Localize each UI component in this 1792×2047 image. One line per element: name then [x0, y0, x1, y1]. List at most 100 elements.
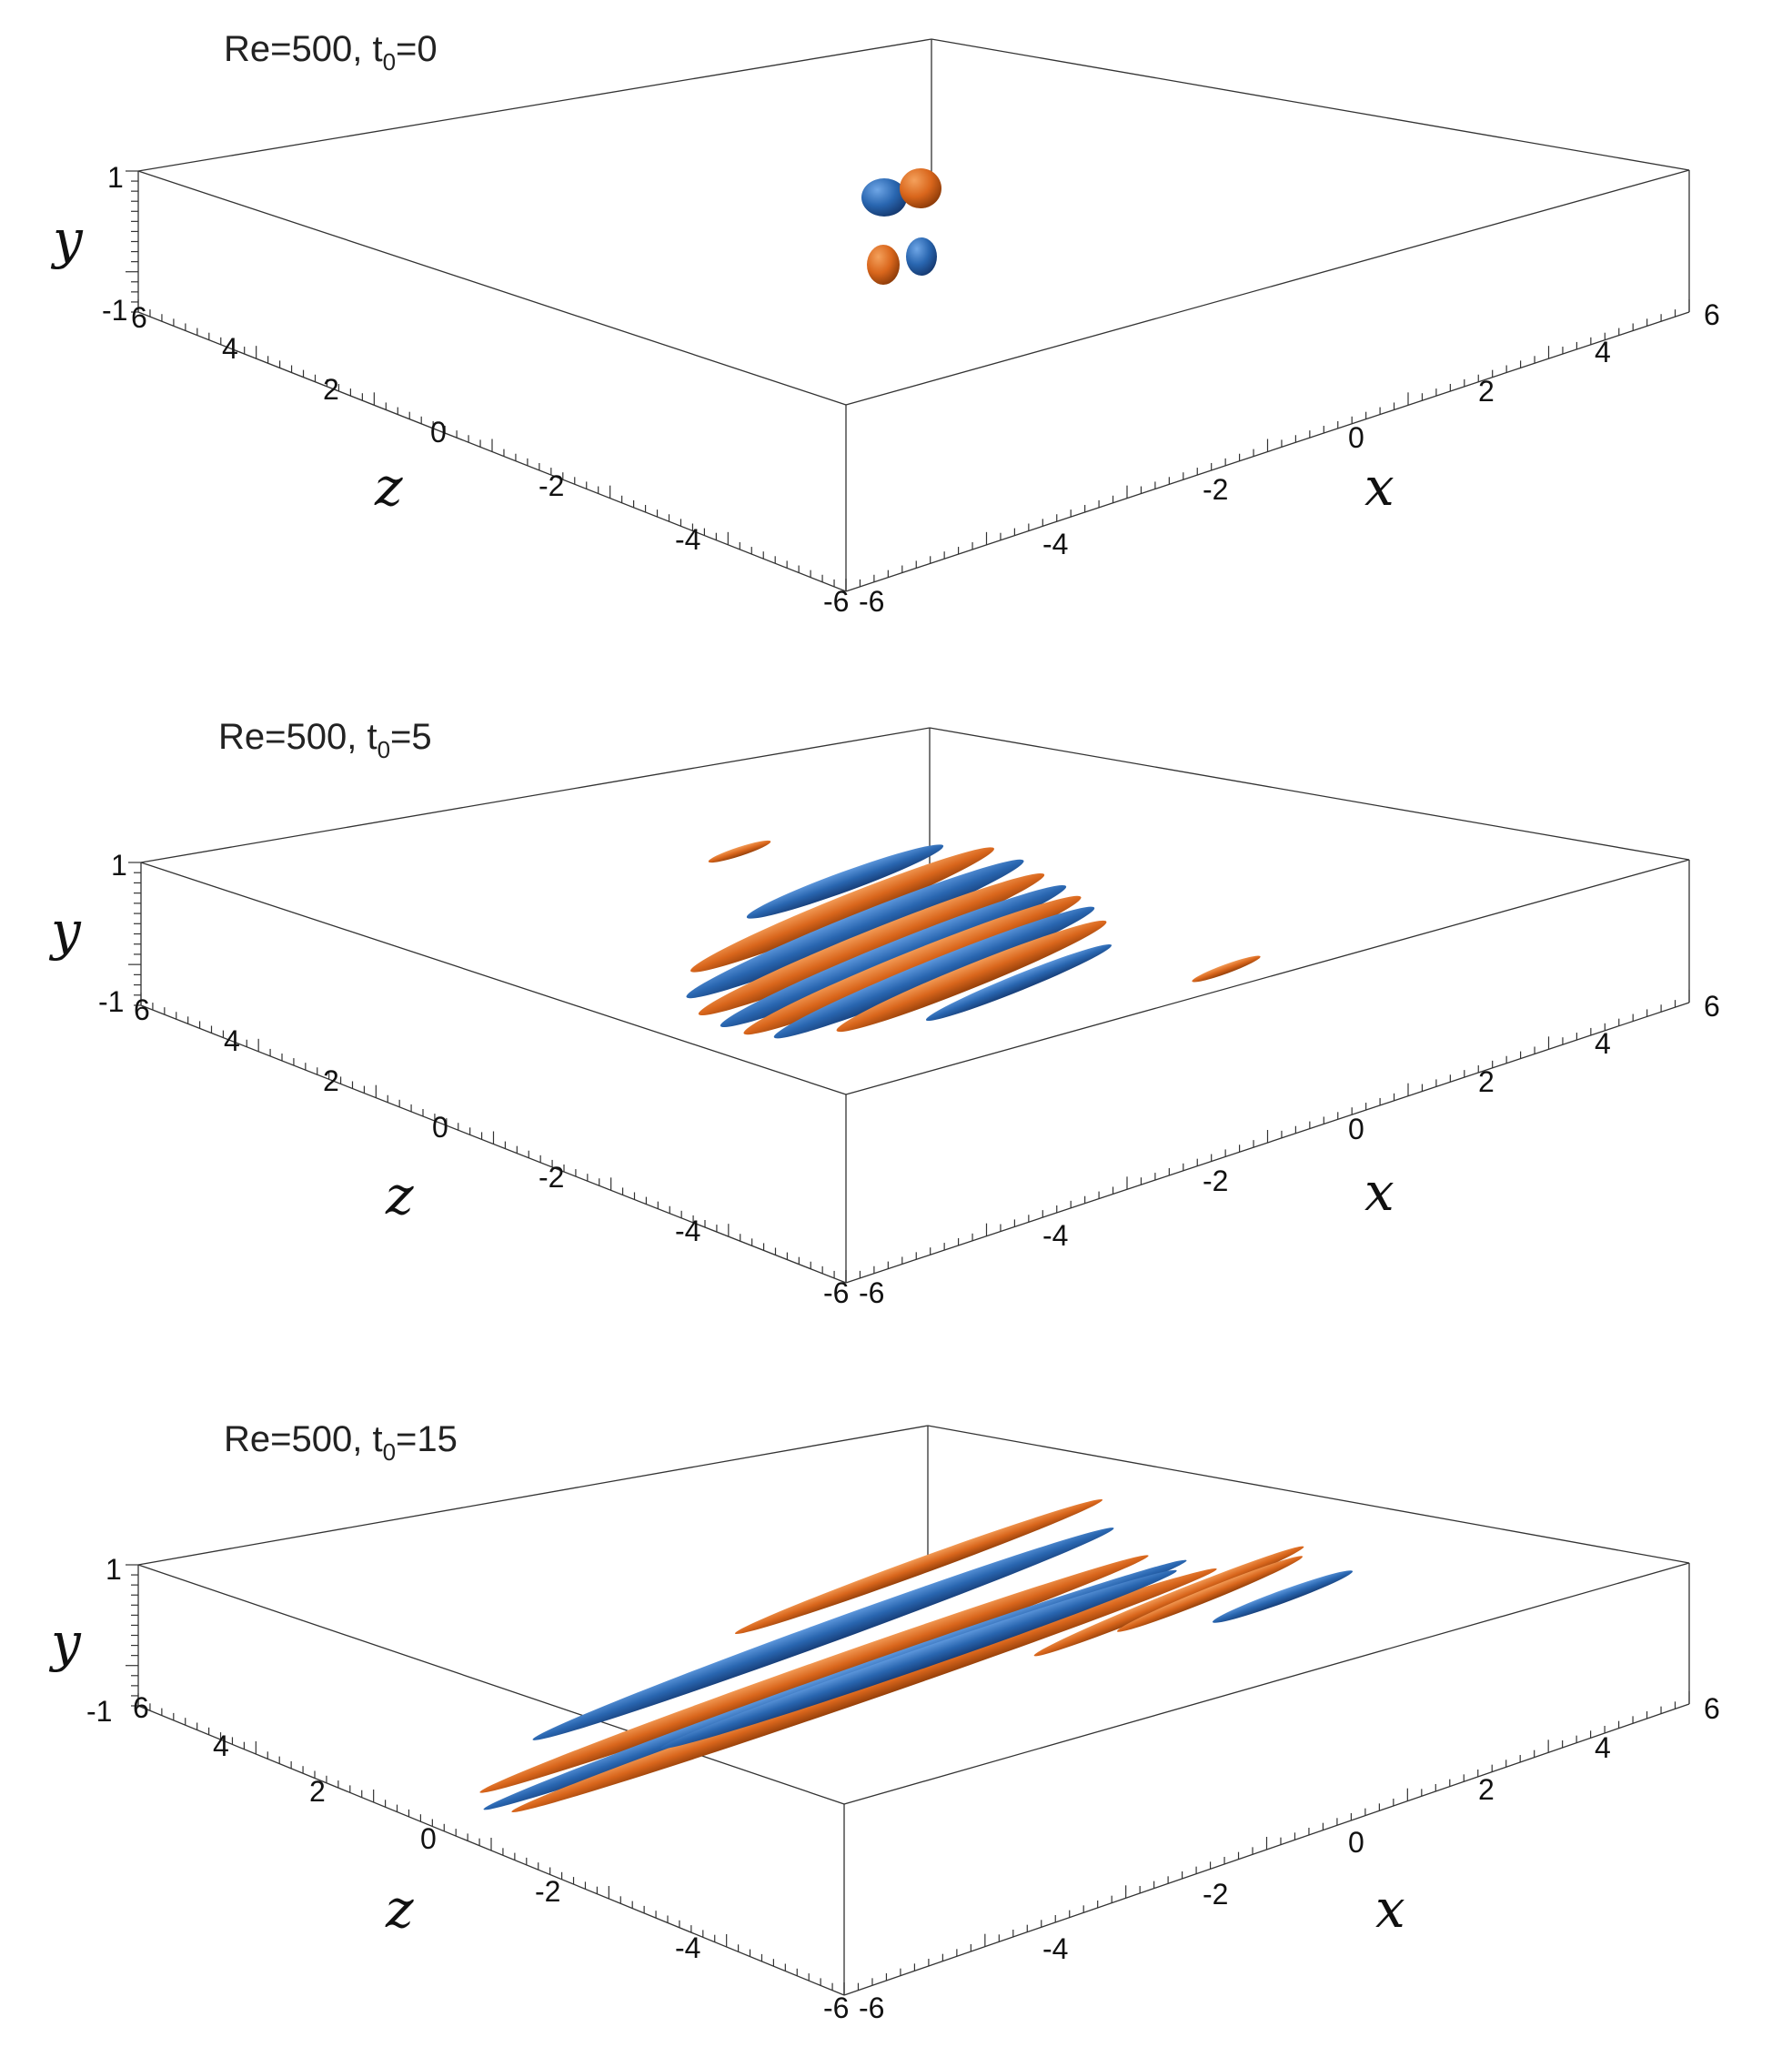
y-axis-label: y	[48, 900, 82, 962]
z-tick-label: 4	[222, 332, 238, 365]
z-tick-label: -4	[675, 1215, 700, 1247]
z-tick-label: 6	[131, 301, 147, 334]
isosurfaces	[686, 840, 1261, 1039]
bounding-box	[137, 38, 1690, 592]
isosurface-negative	[773, 906, 1095, 1039]
isosurface-positive	[479, 1555, 1149, 1793]
isosurfaces	[861, 168, 941, 285]
z-tick-label: 2	[323, 373, 339, 406]
x-tick-label: 6	[1704, 1692, 1720, 1725]
isosurface-negative	[746, 844, 944, 919]
z-tick-label: 2	[309, 1775, 326, 1808]
y-axis-ticks	[126, 1564, 138, 1707]
x-tick-label: 6	[1704, 298, 1720, 331]
y-tick-label: 1	[106, 1553, 122, 1586]
z-axis-label: z	[385, 1165, 414, 1226]
x-axis-label: x	[1375, 1878, 1405, 1940]
z-tick-label: -6	[823, 585, 849, 618]
x-tick-label: 0	[1348, 1113, 1364, 1145]
x-tick-label: -2	[1203, 1165, 1228, 1197]
x-tick-label: 4	[1595, 1027, 1611, 1060]
z-tick-label: 4	[224, 1024, 240, 1057]
y-tick-label: 1	[111, 849, 127, 882]
isosurface-positive	[900, 168, 941, 208]
isosurface-negative	[861, 178, 907, 217]
z-tick-label: 0	[432, 1111, 448, 1144]
z-axis-ticks	[137, 299, 847, 591]
bounding-box	[137, 1425, 1690, 1996]
isosurface-negative	[660, 1569, 1177, 1750]
z-tick-label: -6	[823, 1276, 849, 1309]
isosurface-positive	[698, 872, 1045, 1016]
x-tick-label: -6	[859, 1992, 884, 2024]
z-tick-label: -2	[539, 1161, 564, 1194]
z-tick-label: 6	[133, 1691, 149, 1724]
isosurface-positive	[1033, 1546, 1304, 1657]
z-tick-label: 6	[134, 993, 150, 1026]
x-tick-label: 4	[1595, 1731, 1611, 1764]
x-tick-label: -2	[1203, 1878, 1228, 1911]
z-tick-label: 0	[420, 1822, 437, 1855]
panel-title: Re=500, t0=0	[224, 29, 438, 76]
x-axis-ticks	[845, 990, 1690, 1283]
z-axis-label: z	[385, 1878, 414, 1940]
isosurface-positive	[708, 840, 771, 863]
z-tick-label: -2	[535, 1875, 560, 1908]
y-axis-ticks	[126, 170, 138, 313]
z-tick-label: 2	[323, 1064, 339, 1097]
isosurface-negative	[925, 943, 1112, 1022]
z-axis-label: z	[374, 456, 403, 518]
x-tick-label: 0	[1348, 421, 1364, 454]
isosurface-negative	[720, 884, 1067, 1028]
isosurfaces	[479, 1498, 1354, 1812]
isosurface-positive	[743, 895, 1082, 1035]
z-tick-label: -2	[539, 469, 564, 502]
isosurface-positive	[690, 847, 994, 973]
z-axis-ticks	[137, 1693, 845, 1995]
x-tick-label: -6	[859, 1276, 884, 1309]
y-tick-label: -1	[98, 985, 124, 1018]
x-tick-label: 6	[1704, 990, 1720, 1023]
isosurface-negative	[532, 1528, 1114, 1740]
x-tick-label: 0	[1348, 1826, 1364, 1859]
y-tick-label: -1	[86, 1695, 112, 1728]
x-tick-label: 2	[1478, 1773, 1495, 1806]
x-tick-label: -4	[1042, 528, 1068, 560]
x-tick-label: 2	[1478, 375, 1495, 408]
x-tick-label: -4	[1042, 1932, 1068, 1965]
z-tick-label: -4	[675, 523, 700, 556]
y-axis-label: y	[48, 1611, 82, 1673]
x-axis-label: x	[1364, 456, 1394, 518]
panel-3: Re=500, t0=15 1 -1	[48, 1419, 1720, 2024]
x-axis-ticks	[843, 1691, 1690, 1995]
isosurface-negative	[906, 237, 937, 276]
isosurface-positive	[836, 920, 1107, 1033]
x-axis-ticks	[845, 299, 1690, 591]
z-tick-label: 4	[213, 1729, 229, 1762]
z-tick-label: 0	[430, 416, 447, 449]
isosurface-positive	[1116, 1556, 1304, 1632]
panel-1: Re=500, t0=0 1 -1 6 4 2 0 -2 -4	[50, 29, 1720, 618]
z-axis-ticks	[140, 993, 847, 1283]
y-tick-label: 1	[107, 161, 124, 194]
panel-title: Re=500, t0=5	[218, 717, 432, 763]
x-tick-label: -2	[1203, 473, 1228, 506]
x-axis-label: x	[1364, 1161, 1394, 1223]
isosurface-positive	[1192, 955, 1261, 983]
x-tick-label: 4	[1595, 336, 1611, 368]
y-axis-label: y	[50, 208, 84, 270]
y-tick-label: -1	[102, 294, 127, 327]
z-tick-label: -4	[675, 1931, 700, 1964]
y-axis-ticks	[128, 862, 141, 1006]
x-tick-label: -4	[1042, 1219, 1068, 1252]
x-tick-label: -6	[859, 585, 884, 618]
panel-title: Re=500, t0=15	[224, 1419, 458, 1466]
z-tick-label: -6	[823, 1992, 849, 2024]
x-tick-label: 2	[1478, 1065, 1495, 1098]
panel-2: Re=500, t0=5	[48, 717, 1720, 1309]
isosurface-negative	[686, 859, 1024, 999]
isosurface-positive	[867, 245, 900, 285]
isosurface-positive	[734, 1498, 1103, 1635]
isosurface-positive	[511, 1568, 1217, 1812]
